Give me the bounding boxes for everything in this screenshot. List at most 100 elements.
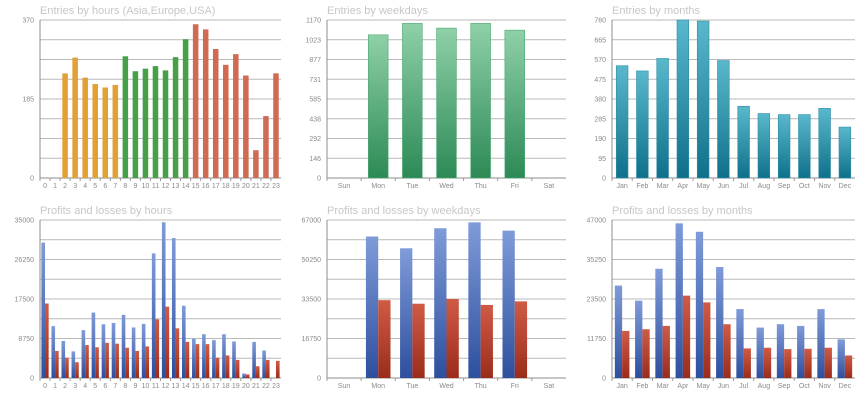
- bar-Mon: [368, 34, 389, 179]
- x-tick-label: Jan: [616, 383, 627, 390]
- profit-bar-Aug: [756, 327, 764, 378]
- profit-bar-22: [262, 350, 266, 378]
- profit-bar-8: [121, 314, 126, 378]
- chart-entries-by-hours: Entries by hours (Asia,Europe,USA) 0 185 37…: [0, 0, 287, 200]
- profit-bar-Jun: [716, 267, 724, 378]
- x-tick-label: Thu: [475, 183, 487, 190]
- bar-Oct: [798, 114, 811, 179]
- y-tick-label: 26250: [15, 257, 35, 264]
- y-tick-label: 17500: [15, 297, 35, 304]
- x-tick-label: 4: [83, 183, 87, 190]
- bar-13: [172, 57, 179, 178]
- y-tick-label: 185: [22, 97, 34, 104]
- bar-21: [253, 150, 259, 178]
- profit-bar-Apr: [675, 223, 683, 378]
- profit-bar-20: [242, 373, 246, 378]
- x-tick-label: May: [697, 383, 711, 390]
- bar-22: [263, 116, 269, 178]
- chart-profits-losses-by-hours: Profits and losses by hours 0 8750 17500 262…: [0, 200, 287, 400]
- x-tick-label: Jul: [739, 183, 748, 190]
- bar-16: [202, 29, 209, 179]
- chart-svg: Profits and losses by months 0 11750 23500 3…: [587, 205, 855, 390]
- loss-bar-2: [65, 357, 69, 378]
- profit-bar-6: [101, 324, 106, 378]
- chart-svg: Profits and losses by hours0875017500262…: [15, 205, 281, 390]
- chart-title: Profits and losses by months: [612, 205, 753, 217]
- bar-Jul: [737, 105, 750, 179]
- profit-bar-16: [202, 334, 206, 378]
- x-tick-label: Wed: [439, 383, 453, 390]
- x-tick-label: 4: [83, 383, 87, 390]
- profit-bar-Wed: [434, 228, 447, 378]
- bar-20: [243, 75, 249, 178]
- y-tick-label: 0: [317, 176, 321, 183]
- profit-bar-12: [161, 222, 166, 378]
- bar-Feb: [636, 70, 649, 179]
- chart-title: Entries by weekdays: [327, 5, 428, 17]
- bar-Apr: [676, 19, 690, 179]
- x-tick-label: 18: [222, 183, 230, 190]
- loss-bar-Feb: [642, 329, 650, 378]
- y-tick-label: 47000: [587, 218, 607, 225]
- y-tick-label: 285: [594, 116, 606, 123]
- chart-title: Entries by months: [612, 5, 701, 17]
- loss-bar-Dec: [844, 355, 853, 378]
- bar-2: [62, 73, 68, 178]
- x-tick-label: Fri: [511, 183, 520, 190]
- profit-bar-0: [41, 242, 46, 378]
- loss-bar-15: [195, 344, 200, 378]
- loss-bar-Apr: [682, 295, 691, 378]
- y-tick-label: 292: [309, 136, 321, 143]
- loss-bar-21: [255, 366, 260, 378]
- loss-bar-10: [145, 346, 150, 378]
- y-tick-label: 0: [602, 176, 606, 183]
- x-tick-label: 3: [73, 383, 77, 390]
- x-tick-label: 12: [162, 183, 170, 190]
- loss-bar-17: [215, 357, 220, 378]
- loss-bar-8: [125, 347, 129, 378]
- x-tick-label: 8: [123, 383, 127, 390]
- profit-bar-5: [91, 312, 96, 378]
- x-tick-label: 7: [113, 383, 117, 390]
- x-tick-label: 17: [212, 183, 220, 190]
- chart-profits-losses-by-months: Profits and losses by months 0 11750 23500 3…: [574, 200, 860, 400]
- y-tick-label: 1170: [306, 18, 321, 25]
- x-tick-label: 19: [232, 383, 240, 390]
- bar-8: [122, 56, 129, 178]
- bar-4: [82, 77, 88, 178]
- x-tick-label: Oct: [799, 183, 810, 190]
- x-tick-label: May: [697, 183, 711, 190]
- y-tick-label: 877: [309, 57, 321, 64]
- loss-bar-14: [185, 341, 190, 378]
- profit-bar-21: [252, 341, 256, 378]
- x-tick-label: 2: [63, 183, 67, 190]
- x-tick-label: 9: [133, 383, 137, 390]
- x-tick-label: 2: [63, 383, 67, 390]
- profit-bar-13: [171, 238, 176, 378]
- x-tick-label: Feb: [636, 383, 648, 390]
- x-tick-label: 6: [103, 383, 107, 390]
- x-tick-label: 0: [43, 383, 47, 390]
- y-tick-label: 50250: [302, 257, 322, 264]
- bar-15: [192, 24, 199, 179]
- loss-bar-Jul: [743, 348, 751, 378]
- y-tick-label: 23500: [587, 297, 607, 304]
- loss-bar-6: [105, 342, 109, 378]
- x-tick-label: 11: [152, 383, 159, 390]
- y-tick-label: 190: [594, 136, 606, 143]
- loss-bar-11: [155, 319, 160, 378]
- bar-17: [212, 49, 219, 178]
- x-tick-label: 1: [53, 383, 57, 390]
- loss-bar-Tue: [412, 303, 425, 378]
- x-tick-label: 16: [202, 183, 210, 190]
- profit-bar-10: [141, 323, 146, 378]
- y-tick-label: 16750: [302, 336, 322, 343]
- loss-bar-Aug: [763, 347, 772, 378]
- loss-bar-3: [75, 362, 79, 378]
- loss-bar-13: [175, 328, 180, 378]
- x-tick-label: 5: [93, 383, 97, 390]
- x-tick-label: 15: [192, 383, 200, 390]
- x-tick-label: 8: [123, 183, 127, 190]
- y-tick-label: 35000: [15, 218, 35, 225]
